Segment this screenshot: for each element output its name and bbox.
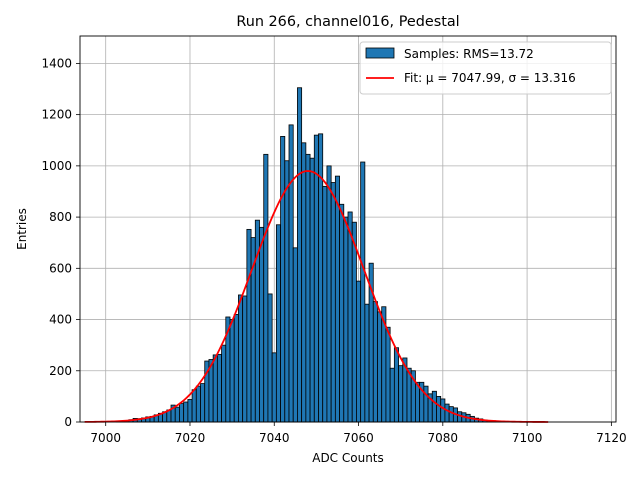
histogram-bar [233,314,239,423]
y-tick-label: 600 [49,261,72,275]
histogram-bar [229,319,235,423]
x-tick-label: 7080 [428,431,459,445]
histogram-bar [389,367,395,423]
legend-label-fit: Fit: μ = 7047.99, σ = 13.316 [404,71,576,85]
histogram-bar [275,224,281,423]
histogram-bar [347,211,353,423]
legend-swatch-samples [365,47,395,59]
y-tick-label: 1200 [41,108,72,122]
y-tick-label: 0 [64,415,72,429]
histogram-bar [297,87,303,423]
histogram-bar [313,134,319,423]
histogram-bar [377,311,383,423]
y-tick-label: 1000 [41,159,72,173]
plot-frame [79,35,617,423]
histogram-bar [360,161,366,423]
histogram-bar [216,353,222,423]
histogram-bar [191,389,197,423]
legend: Samples: RMS=13.72 Fit: μ = 7047.99, σ =… [359,41,612,95]
histogram-bar [179,403,185,423]
histogram-bar [183,401,189,423]
histogram-bar [259,226,265,423]
x-axis-ticks: 7000 7020 7040 7060 7080 7100 7120 [90,422,627,445]
histogram-bar [174,406,180,423]
histogram-bar [280,136,286,423]
y-tick-label: 800 [49,210,72,224]
histogram-bar [436,395,442,423]
x-axis-label: ADC Counts [312,451,384,465]
histogram-bar [423,385,429,423]
gaussian-fit-line [84,170,549,423]
y-tick-label: 1400 [41,56,72,70]
legend-label-samples: Samples: RMS=13.72 [404,47,534,61]
histogram-bar [343,216,349,423]
histogram-bar [187,399,193,423]
histogram-bar [212,354,218,423]
histogram-bar [305,153,311,423]
histogram-bar [301,142,307,423]
x-tick-label: 7060 [343,431,374,445]
legend-box [359,41,612,95]
histogram-bar [221,344,227,423]
histogram-bar [326,165,332,423]
histogram-bar [440,398,446,423]
y-axis-ticks: 0 200 400 600 800 1000 1200 1400 [41,56,80,429]
histogram-bar [393,347,399,423]
histogram-bar [334,175,340,423]
histogram-bar [448,406,454,423]
histogram-bar [284,160,290,423]
y-tick-label: 200 [49,364,72,378]
histogram-bar [292,247,298,423]
histogram-bar [339,203,345,423]
x-tick-label: 7100 [512,431,543,445]
histogram-bar [372,301,378,423]
histogram-bar [271,352,277,423]
x-tick-label: 7000 [90,431,121,445]
fit-curve [84,170,549,423]
histogram-bar [263,153,269,423]
histogram-bar [385,326,391,423]
histogram-bar [444,403,450,423]
histogram-bar [242,295,248,423]
histogram-bar [200,383,206,423]
histogram-bar [288,124,294,423]
x-tick-label: 7040 [259,431,290,445]
histogram-bar [431,390,437,423]
histogram-bar [356,280,362,423]
histogram-bar [322,185,328,423]
x-tick-label: 7020 [175,431,206,445]
histogram-bar [246,228,252,423]
y-axis-label: Entries [15,208,29,250]
histogram-bar [267,293,273,423]
histogram-bar [398,365,404,423]
histogram-bar [415,381,421,423]
y-tick-label: 400 [49,313,72,327]
x-tick-label: 7120 [596,431,627,445]
histogram-bar [195,385,201,423]
chart-title: Run 266, channel016, Pedestal [236,14,459,30]
histogram-bar [364,303,370,423]
histogram-bar [238,294,244,423]
histogram-bar [309,157,315,423]
histogram-bar [330,182,336,423]
histogram-bar [351,221,357,423]
